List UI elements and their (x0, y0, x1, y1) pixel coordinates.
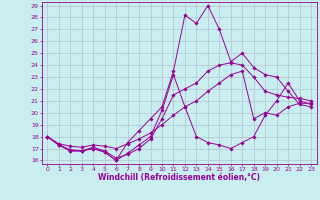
X-axis label: Windchill (Refroidissement éolien,°C): Windchill (Refroidissement éolien,°C) (98, 173, 260, 182)
